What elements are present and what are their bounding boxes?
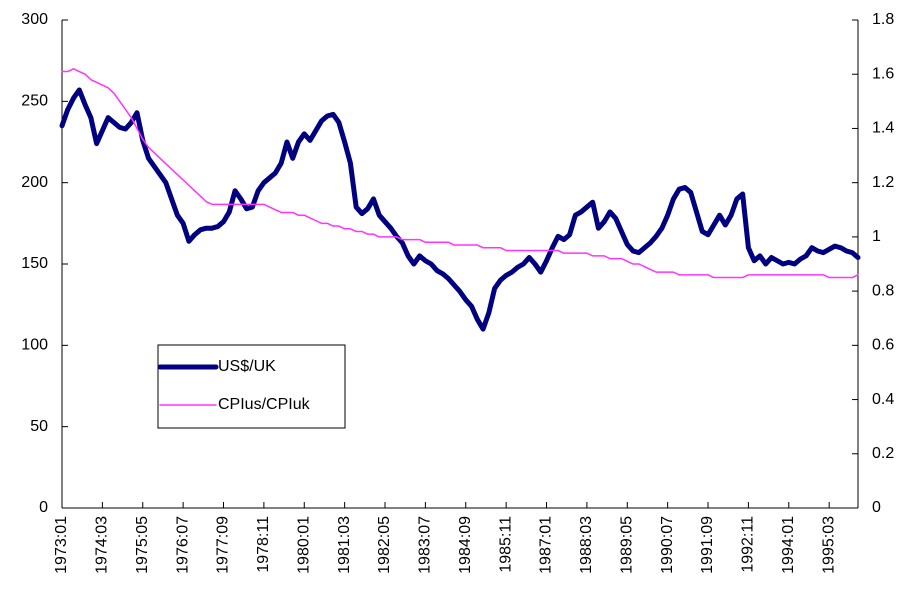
y2-tick-label: 0: [872, 499, 881, 516]
y-tick-label: 0: [39, 499, 48, 516]
x-tick-label: 1973:01: [53, 516, 70, 574]
y-tick-label: 300: [21, 11, 48, 28]
y2-tick-label: 0.2: [872, 445, 894, 462]
x-tick-label: 1978:11: [255, 516, 272, 573]
y2-tick-label: 0.8: [872, 282, 894, 299]
x-tick-label: 1976:07: [174, 516, 191, 574]
y-tick-label: 200: [21, 174, 48, 191]
x-tick-label: 1990:07: [659, 516, 676, 574]
x-tick-label: 1992:11: [740, 516, 757, 573]
x-tick-label: 1977:09: [215, 516, 232, 574]
legend-box: [157, 344, 346, 429]
y2-tick-label: 1.4: [872, 120, 894, 137]
x-tick-label: 1989:05: [618, 516, 635, 574]
x-tick-label: 1985:11: [497, 516, 514, 573]
x-tick-label: 1974:03: [94, 516, 111, 574]
y2-tick-label: 0.6: [872, 337, 894, 354]
series-line: [59, 87, 861, 332]
x-tick-label: 1984:09: [457, 516, 474, 574]
x-tick-label: 1995:03: [820, 516, 837, 574]
y-tick-label: 250: [21, 93, 48, 110]
y2-tick-label: 1.6: [872, 65, 894, 82]
y2-tick-label: 1.8: [872, 11, 894, 28]
x-tick-label: 1983:07: [417, 516, 434, 574]
y-tick-label: 150: [21, 255, 48, 272]
x-tick-label: 1981:03: [336, 516, 353, 574]
x-tick-label: 1987:01: [538, 516, 555, 574]
x-tick-label: 1994:01: [780, 516, 797, 574]
y2-tick-label: 1.2: [872, 174, 894, 191]
series-line: [61, 68, 859, 279]
y2-tick-label: 1: [872, 228, 881, 245]
legend: US$/UK CPIus/CPIuk: [157, 344, 346, 429]
y-tick-label: 50: [30, 418, 48, 435]
x-tick-label: 1975:05: [134, 516, 151, 574]
y-tick-label: 100: [21, 337, 48, 354]
y2-tick-label: 0.4: [872, 391, 894, 408]
legend-label: CPIus/CPIuk: [218, 396, 311, 413]
x-tick-label: 1988:03: [578, 516, 595, 574]
x-tick-label: 1982:05: [376, 516, 393, 574]
legend-label: US$/UK: [218, 358, 276, 375]
x-tick-label: 1991:09: [699, 516, 716, 574]
x-tick-label: 1980:01: [295, 516, 312, 574]
